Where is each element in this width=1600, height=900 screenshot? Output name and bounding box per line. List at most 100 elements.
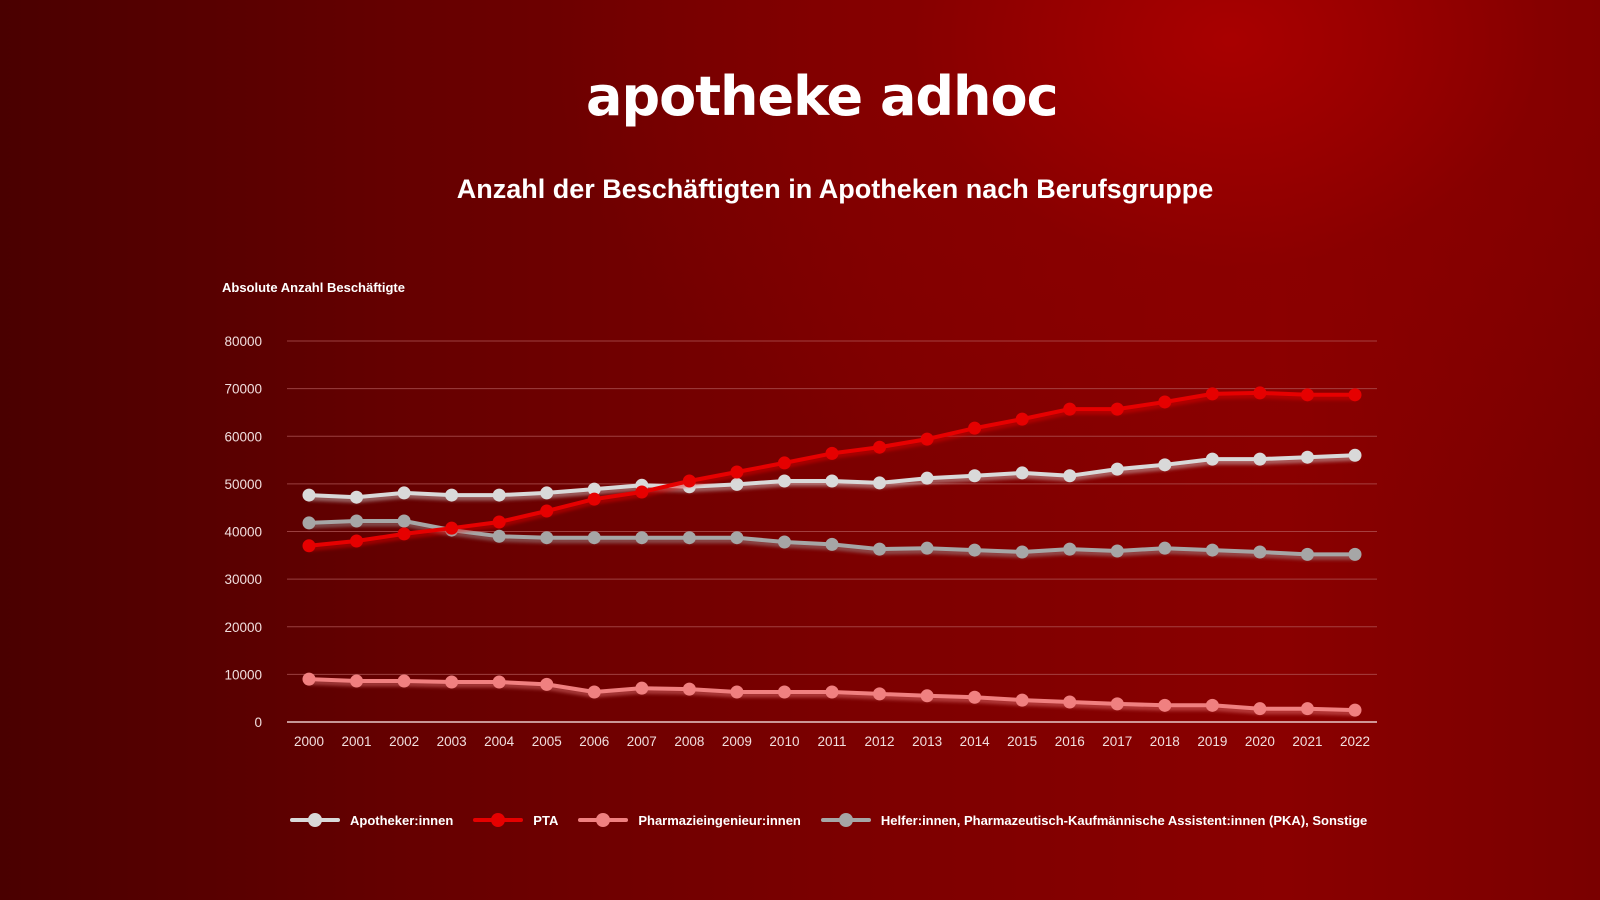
data-point[interactable] — [1253, 702, 1267, 716]
legend-item-pharmazieingenieur[interactable]: Pharmazieingenieur:innen — [578, 813, 801, 828]
data-point[interactable] — [920, 541, 934, 555]
data-point[interactable] — [682, 682, 696, 696]
data-point[interactable] — [445, 675, 459, 689]
data-point[interactable] — [1253, 545, 1267, 559]
data-point[interactable] — [873, 542, 887, 556]
data-point[interactable] — [682, 531, 696, 545]
data-point[interactable] — [777, 474, 791, 488]
data-point[interactable] — [302, 516, 316, 530]
data-point[interactable] — [968, 421, 982, 435]
data-point[interactable] — [397, 674, 411, 688]
data-point[interactable] — [1015, 466, 1029, 480]
data-point[interactable] — [1063, 402, 1077, 416]
data-point[interactable] — [1300, 702, 1314, 716]
data-point[interactable] — [1110, 544, 1124, 558]
data-point[interactable] — [492, 488, 506, 502]
data-point[interactable] — [920, 471, 934, 485]
data-point[interactable] — [730, 531, 744, 545]
data-point[interactable] — [1205, 698, 1219, 712]
data-point[interactable] — [1063, 469, 1077, 483]
x-tick-label: 2003 — [437, 734, 467, 749]
data-point[interactable] — [397, 527, 411, 541]
data-point[interactable] — [1110, 462, 1124, 476]
data-point[interactable] — [825, 537, 839, 551]
data-point[interactable] — [635, 485, 649, 499]
data-point[interactable] — [540, 486, 554, 500]
data-point[interactable] — [1300, 450, 1314, 464]
data-point[interactable] — [445, 488, 459, 502]
legend-swatch-pharmazieingenieur — [578, 813, 629, 827]
data-point[interactable] — [968, 469, 982, 483]
data-point[interactable] — [445, 521, 459, 535]
data-point[interactable] — [492, 675, 506, 689]
data-point[interactable] — [1015, 545, 1029, 559]
data-point[interactable] — [825, 474, 839, 488]
data-point[interactable] — [1158, 541, 1172, 555]
data-point[interactable] — [777, 535, 791, 549]
data-point[interactable] — [1205, 543, 1219, 557]
data-point[interactable] — [777, 685, 791, 699]
data-point[interactable] — [1110, 402, 1124, 416]
x-tick-label: 2012 — [865, 734, 895, 749]
data-point[interactable] — [1348, 388, 1362, 402]
data-point[interactable] — [635, 681, 649, 695]
data-point[interactable] — [1063, 542, 1077, 556]
data-point[interactable] — [777, 456, 791, 470]
data-point[interactable] — [825, 446, 839, 460]
data-point[interactable] — [587, 685, 601, 699]
data-point[interactable] — [1348, 703, 1362, 717]
data-point[interactable] — [873, 687, 887, 701]
data-point[interactable] — [587, 492, 601, 506]
data-point[interactable] — [302, 488, 316, 502]
data-point[interactable] — [302, 539, 316, 553]
legend-item-helfer[interactable]: Helfer:innen, Pharmazeutisch-Kaufmännisc… — [820, 812, 1368, 828]
data-point[interactable] — [350, 514, 364, 528]
data-point[interactable] — [1158, 458, 1172, 472]
data-point[interactable] — [1253, 452, 1267, 466]
legend-label: Helfer:innen, Pharmazeutisch-Kaufmännisc… — [880, 812, 1368, 828]
data-point[interactable] — [1015, 693, 1029, 707]
data-point[interactable] — [1110, 697, 1124, 711]
data-point[interactable] — [587, 482, 601, 496]
data-point[interactable] — [920, 689, 934, 703]
data-point[interactable] — [540, 504, 554, 518]
data-point[interactable] — [873, 476, 887, 490]
data-point[interactable] — [587, 531, 601, 545]
data-point[interactable] — [350, 534, 364, 548]
data-point[interactable] — [730, 465, 744, 479]
data-point[interactable] — [1158, 698, 1172, 712]
data-point[interactable] — [635, 531, 649, 545]
data-point[interactable] — [1300, 388, 1314, 402]
data-point[interactable] — [492, 529, 506, 543]
data-point[interactable] — [968, 543, 982, 557]
data-point[interactable] — [397, 486, 411, 500]
data-point[interactable] — [968, 690, 982, 704]
data-point[interactable] — [1348, 547, 1362, 561]
data-point[interactable] — [397, 514, 411, 528]
data-point[interactable] — [1348, 448, 1362, 462]
data-point[interactable] — [1158, 395, 1172, 409]
data-point[interactable] — [825, 685, 839, 699]
data-point[interactable] — [1015, 412, 1029, 426]
data-point[interactable] — [682, 474, 696, 488]
data-point[interactable] — [350, 490, 364, 504]
data-point[interactable] — [873, 440, 887, 454]
data-point[interactable] — [540, 531, 554, 545]
data-point[interactable] — [1205, 452, 1219, 466]
data-point[interactable] — [730, 477, 744, 491]
x-tick-label: 2010 — [769, 734, 799, 749]
data-point[interactable] — [350, 674, 364, 688]
data-point[interactable] — [730, 685, 744, 699]
data-point[interactable] — [302, 672, 316, 686]
data-point[interactable] — [1063, 695, 1077, 709]
data-point[interactable] — [1253, 386, 1267, 400]
data-point[interactable] — [492, 515, 506, 529]
legend-item-pta[interactable]: PTA — [473, 813, 558, 828]
data-point[interactable] — [1205, 387, 1219, 401]
data-point[interactable] — [1300, 547, 1314, 561]
x-tick-label: 2000 — [294, 734, 324, 749]
data-point[interactable] — [540, 677, 554, 691]
legend-label: Apotheker:innen — [350, 812, 454, 828]
data-point[interactable] — [920, 432, 934, 446]
legend-item-apotheker[interactable]: Apotheker:innen — [290, 813, 453, 828]
